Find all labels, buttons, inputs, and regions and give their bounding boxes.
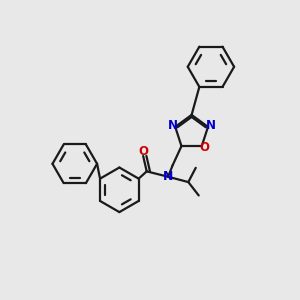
Text: O: O	[138, 145, 148, 158]
Text: N: N	[206, 119, 216, 132]
Text: N: N	[163, 170, 173, 183]
Text: O: O	[200, 141, 210, 154]
Text: N: N	[167, 119, 178, 132]
